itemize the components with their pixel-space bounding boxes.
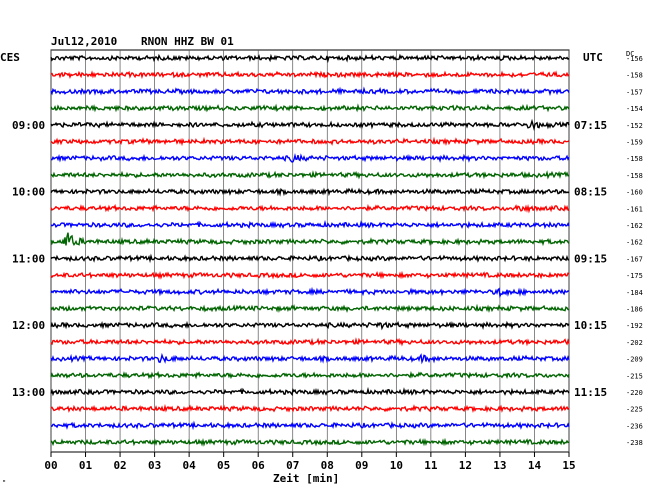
- right-time-label: 11:15: [574, 386, 607, 399]
- minute-gridlines: [50, 49, 570, 453]
- dc-offset-label: -152: [626, 122, 643, 130]
- x-axis-title: Zeit [min]: [273, 472, 339, 485]
- x-tick-label: 05: [217, 459, 230, 472]
- dc-offset-label: -220: [626, 389, 643, 397]
- trace-line: [50, 170, 570, 180]
- dc-offset-label: -156: [626, 55, 643, 63]
- dc-offset-label: -158: [626, 155, 643, 163]
- right-timezone-label: UTC: [583, 51, 603, 64]
- left-time-label: 12:00: [12, 319, 45, 332]
- x-tick-label: 07: [286, 459, 299, 472]
- trace-line: [50, 232, 570, 247]
- dc-offset-label: -154: [626, 105, 643, 113]
- dc-offset-header: DC: [626, 50, 634, 58]
- dc-offset-label: -161: [626, 205, 643, 213]
- trace-line: [50, 153, 570, 163]
- trace-line: [50, 70, 570, 80]
- trace-line: [50, 303, 570, 314]
- x-tick-label: 04: [183, 459, 197, 472]
- trace-line: [50, 219, 570, 230]
- x-tick-label: 12: [459, 459, 472, 472]
- trace-line: [50, 118, 570, 132]
- x-tick-label: 00: [44, 459, 57, 472]
- x-tick-label: 11: [424, 459, 438, 472]
- left-timezone-label: CES: [0, 51, 20, 64]
- date-label: Jul12,2010: [51, 35, 117, 48]
- right-time-label: 07:15: [574, 119, 607, 132]
- dc-offset-label: -225: [626, 406, 643, 414]
- trace-line: [50, 403, 570, 413]
- dc-offset-label: -238: [626, 439, 643, 447]
- x-axis-ticks: 00 01 02 03 04 05 06 07 08 09 10 11 12 13 14 15: [44, 452, 576, 472]
- trace-line: [50, 53, 570, 64]
- x-tick-label: 06: [252, 459, 266, 472]
- left-time-label: 11:00: [12, 252, 45, 265]
- dc-offset-label: -175: [626, 272, 643, 280]
- dc-offset-label: -209: [626, 356, 643, 364]
- trace-line: [50, 286, 570, 299]
- x-tick-label: 09: [355, 459, 368, 472]
- x-tick-label: 08: [321, 459, 334, 472]
- trace-line: [50, 420, 570, 431]
- left-time-label: 09:00: [12, 119, 45, 132]
- trace-line: [50, 437, 570, 447]
- dc-offset-label: -159: [626, 139, 643, 147]
- dc-offset-label: -158: [626, 172, 643, 180]
- trace-line: [50, 203, 570, 214]
- dc-offset-label: -158: [626, 72, 643, 80]
- station-label: RNON HHZ BW 01: [141, 35, 234, 48]
- trace-line: [50, 386, 570, 397]
- trace-line: [50, 86, 570, 97]
- trace-line: [50, 352, 570, 365]
- x-tick-label: 03: [148, 459, 161, 472]
- dc-offset-label: -162: [626, 239, 643, 247]
- dc-offset-label: -160: [626, 189, 643, 197]
- x-tick-label: 02: [113, 459, 126, 472]
- dc-offset-label: -202: [626, 339, 643, 347]
- dc-offset-label: -162: [626, 222, 643, 230]
- seismic-traces: [50, 53, 570, 447]
- left-time-label: 10:00: [12, 186, 45, 199]
- dc-offset-label: -192: [626, 322, 643, 330]
- trace-line: [50, 253, 570, 264]
- dc-offset-label: -215: [626, 372, 643, 380]
- dc-offset-label: -184: [626, 289, 643, 297]
- trace-line: [50, 103, 570, 113]
- trace-line: [50, 337, 570, 347]
- right-time-label: 08:15: [574, 186, 607, 199]
- dc-offset-label: -167: [626, 255, 643, 263]
- x-tick-label: 10: [390, 459, 403, 472]
- left-time-label: 13:00: [12, 386, 45, 399]
- corner-mark: ": [2, 479, 6, 487]
- dc-offset-label: -236: [626, 422, 643, 430]
- dc-offset-label: -157: [626, 88, 643, 96]
- trace-line: [50, 320, 570, 331]
- x-tick-label: 14: [528, 459, 542, 472]
- right-time-label: 09:15: [574, 252, 607, 265]
- trace-line: [50, 270, 570, 280]
- trace-line: [50, 187, 570, 197]
- trace-line: [50, 136, 570, 147]
- x-tick-label: 13: [493, 459, 506, 472]
- x-tick-label: 01: [79, 459, 93, 472]
- trace-line: [50, 370, 570, 380]
- x-tick-label: 15: [562, 459, 575, 472]
- right-time-label: 10:15: [574, 319, 607, 332]
- dc-offset-label: -186: [626, 306, 643, 314]
- time-labels: -156 -158 -157 -154 -152 -159 -158 -158 -160 -161…: [12, 55, 643, 447]
